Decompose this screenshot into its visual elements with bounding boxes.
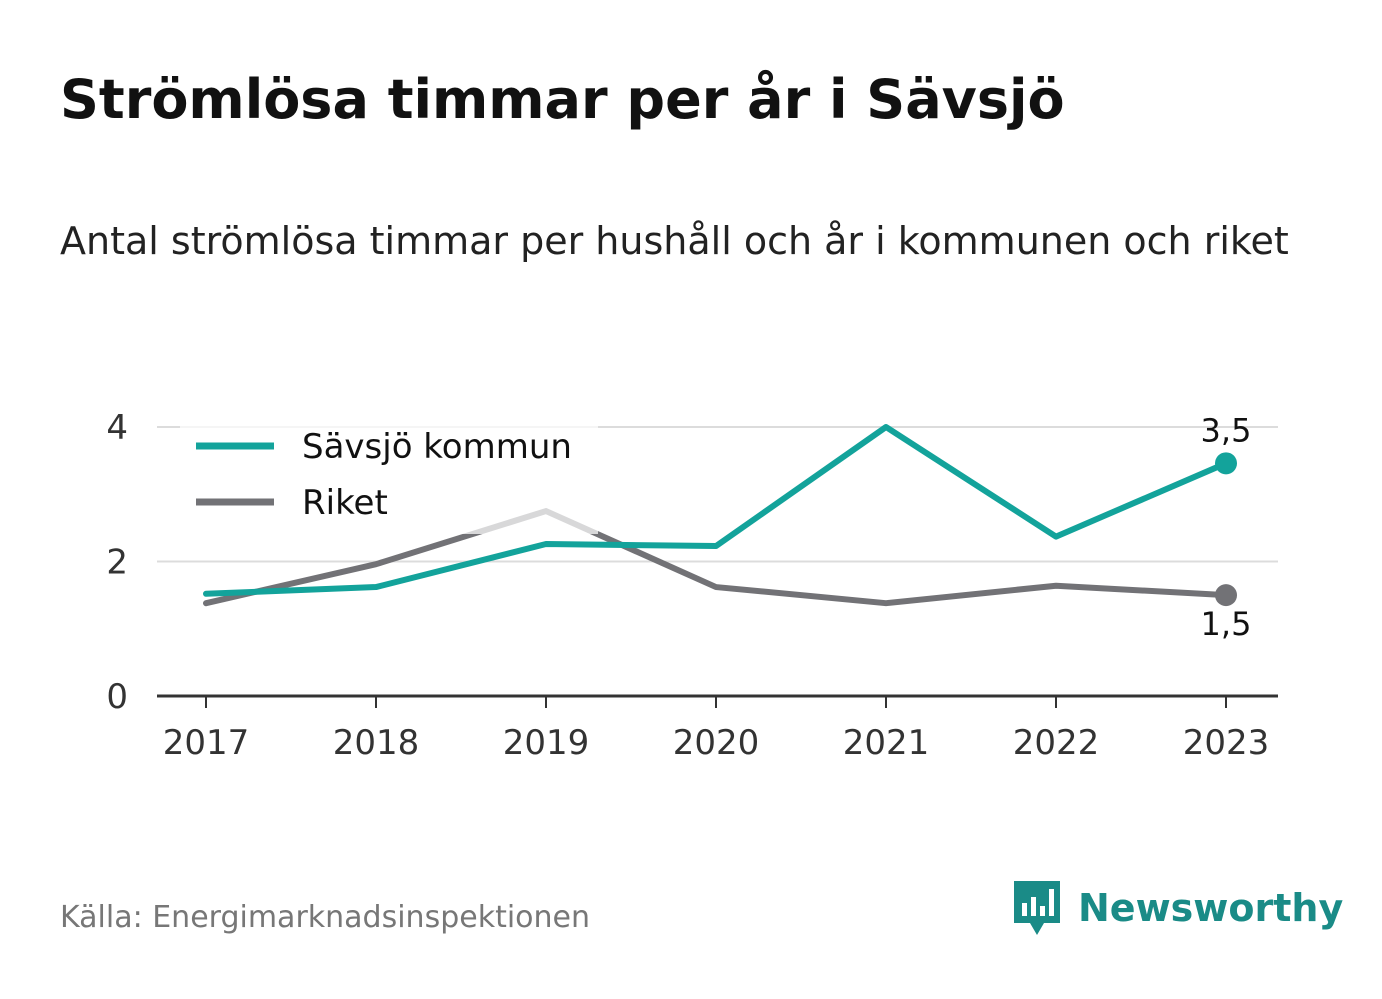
chart-subtitle: Antal strömlösa timmar per hushåll och å… bbox=[60, 219, 1289, 263]
end-value-label: 1,5 bbox=[1201, 605, 1252, 643]
series-line bbox=[203, 508, 1229, 607]
line-chart: 0 2 4 2017 2018 2019 2020 2021 2022 2023 Sävsjö k… bbox=[106, 408, 1278, 763]
x-tick-label: 2021 bbox=[843, 723, 930, 763]
x-tick-label: 2023 bbox=[1183, 723, 1270, 763]
x-tick-label: 2018 bbox=[333, 723, 420, 763]
chart-title: Strömlösa timmar per år i Sävsjö bbox=[60, 68, 1065, 131]
x-tick-label: 2020 bbox=[673, 723, 760, 763]
legend-label: Riket bbox=[302, 483, 388, 523]
legend-background bbox=[180, 422, 598, 534]
series-lines bbox=[203, 424, 1229, 607]
series-end-point bbox=[1215, 584, 1237, 607]
x-tick-label: 2022 bbox=[1013, 723, 1100, 763]
brand-logo: Newsworthy bbox=[1010, 876, 1343, 940]
legend-label: Sävsjö kommun bbox=[302, 427, 572, 467]
end-points: 3,5 1,5 bbox=[1201, 411, 1252, 643]
y-tick-label: 4 bbox=[106, 408, 128, 448]
series-end-point bbox=[1215, 452, 1237, 475]
brand-name: Newsworthy bbox=[1078, 886, 1344, 930]
axes: 0 2 4 2017 2018 2019 2020 2021 2022 2023 bbox=[106, 408, 1278, 763]
y-tick-label: 2 bbox=[106, 543, 128, 583]
newsworthy-logo-icon bbox=[1014, 881, 1060, 935]
series-line bbox=[203, 424, 1229, 597]
x-tick-label: 2019 bbox=[503, 723, 590, 763]
x-tick-label: 2017 bbox=[163, 723, 250, 763]
source-note: Källa: Energimarknadsinspektionen bbox=[60, 900, 591, 935]
y-tick-label: 0 bbox=[106, 677, 128, 717]
end-value-label: 3,5 bbox=[1201, 411, 1252, 449]
legend: Sävsjö kommun Riket bbox=[180, 422, 598, 534]
